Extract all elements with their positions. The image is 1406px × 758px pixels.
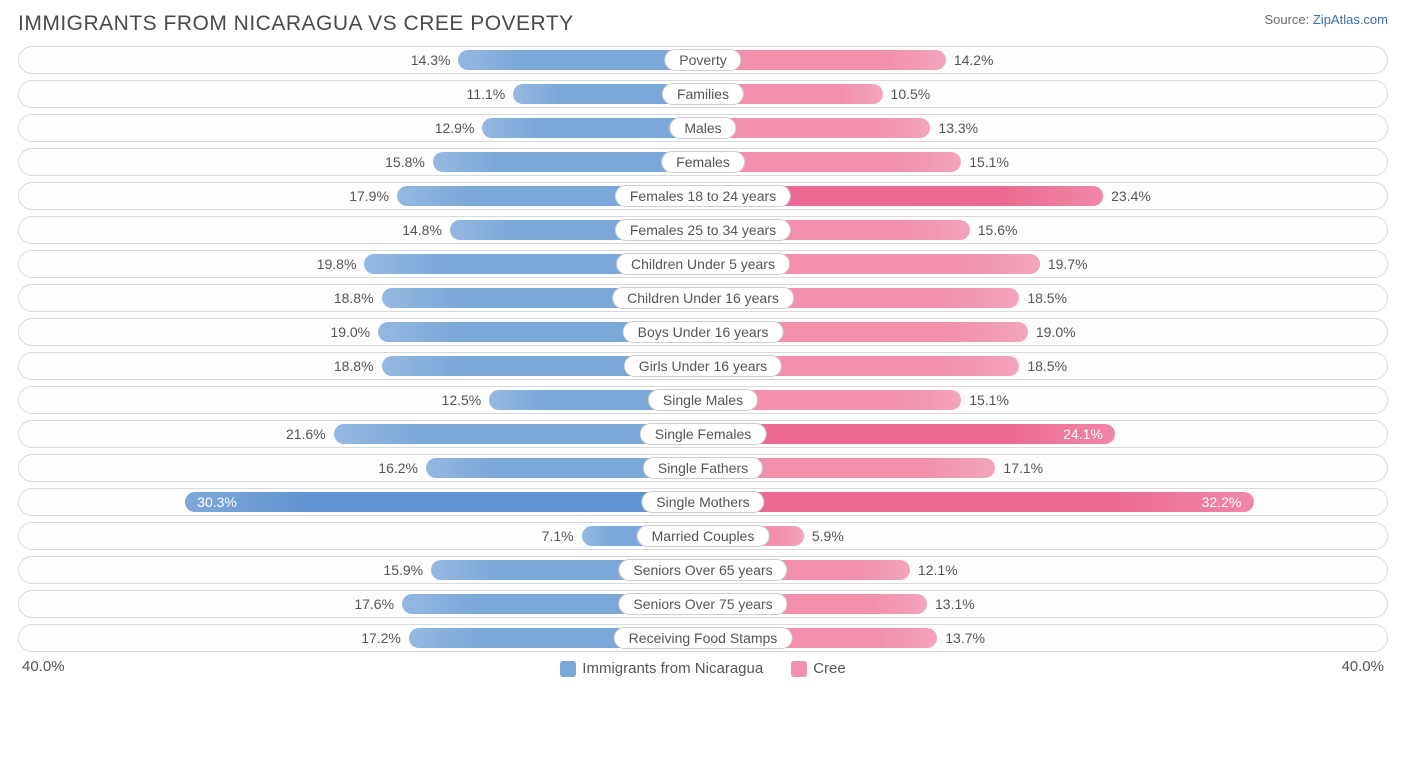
chart-source: Source: ZipAtlas.com xyxy=(1264,12,1388,27)
value-right: 32.2% xyxy=(1202,494,1242,510)
legend-item-right: Cree xyxy=(791,660,846,677)
source-link[interactable]: ZipAtlas.com xyxy=(1313,12,1388,27)
value-left: 7.1% xyxy=(542,528,574,544)
value-right: 15.1% xyxy=(969,392,1009,408)
chart-header: IMMIGRANTS FROM NICARAGUA VS CREE POVERT… xyxy=(18,12,1388,36)
value-right: 15.1% xyxy=(969,154,1009,170)
value-left: 30.3% xyxy=(197,494,237,510)
bar-right xyxy=(703,118,930,138)
source-prefix: Source: xyxy=(1264,12,1312,27)
legend-item-left: Immigrants from Nicaragua xyxy=(560,660,763,677)
chart-row: 30.3% 32.2% Single Mothers xyxy=(18,488,1388,516)
value-left: 19.8% xyxy=(317,256,357,272)
category-label: Seniors Over 65 years xyxy=(618,559,787,581)
category-label: Single Fathers xyxy=(643,457,763,479)
value-right: 13.7% xyxy=(945,630,985,646)
legend-label-right: Cree xyxy=(813,660,846,677)
value-left: 12.9% xyxy=(435,120,475,136)
category-label: Females xyxy=(661,151,745,173)
legend-swatch-right xyxy=(791,661,807,677)
legend-label-left: Immigrants from Nicaragua xyxy=(582,660,763,677)
category-label: Females 18 to 24 years xyxy=(615,185,791,207)
chart-row: 19.8% 19.7% Children Under 5 years xyxy=(18,250,1388,278)
value-right: 24.1% xyxy=(1063,426,1103,442)
category-label: Girls Under 16 years xyxy=(624,355,782,377)
chart-row: 12.9% 13.3% Males xyxy=(18,114,1388,142)
axis-row: 40.0% Immigrants from Nicaragua Cree 40.… xyxy=(18,658,1388,677)
chart-row: 16.2% 17.1% Single Fathers xyxy=(18,454,1388,482)
category-label: Single Mothers xyxy=(641,491,764,513)
value-right: 23.4% xyxy=(1111,188,1151,204)
chart-row: 19.0% 19.0% Boys Under 16 years xyxy=(18,318,1388,346)
value-right: 5.9% xyxy=(812,528,844,544)
value-left: 12.5% xyxy=(442,392,482,408)
axis-max-left: 40.0% xyxy=(22,658,65,677)
value-right: 14.2% xyxy=(954,52,994,68)
chart-row: 12.5% 15.1% Single Males xyxy=(18,386,1388,414)
chart-row: 15.9% 12.1% Seniors Over 65 years xyxy=(18,556,1388,584)
bar-left xyxy=(185,492,703,512)
chart-row: 18.8% 18.5% Girls Under 16 years xyxy=(18,352,1388,380)
chart-row: 7.1% 5.9% Married Couples xyxy=(18,522,1388,550)
value-right: 17.1% xyxy=(1003,460,1043,476)
value-right: 19.7% xyxy=(1048,256,1088,272)
value-left: 17.6% xyxy=(354,596,394,612)
chart-row: 17.9% 23.4% Females 18 to 24 years xyxy=(18,182,1388,210)
value-left: 14.3% xyxy=(411,52,451,68)
category-label: Receiving Food Stamps xyxy=(614,627,793,649)
chart-row: 21.6% 24.1% Single Females xyxy=(18,420,1388,448)
category-label: Children Under 5 years xyxy=(616,253,790,275)
value-left: 18.8% xyxy=(334,290,374,306)
value-left: 18.8% xyxy=(334,358,374,374)
value-right: 19.0% xyxy=(1036,324,1076,340)
chart-row: 17.6% 13.1% Seniors Over 75 years xyxy=(18,590,1388,618)
value-right: 15.6% xyxy=(978,222,1018,238)
legend-swatch-left xyxy=(560,661,576,677)
category-label: Single Females xyxy=(640,423,767,445)
value-right: 18.5% xyxy=(1027,358,1067,374)
value-left: 16.2% xyxy=(378,460,418,476)
value-left: 15.8% xyxy=(385,154,425,170)
category-label: Seniors Over 75 years xyxy=(618,593,787,615)
chart-row: 15.8% 15.1% Females xyxy=(18,148,1388,176)
category-label: Families xyxy=(662,83,744,105)
value-right: 10.5% xyxy=(891,86,931,102)
value-right: 13.3% xyxy=(938,120,978,136)
chart-row: 14.3% 14.2% Poverty xyxy=(18,46,1388,74)
category-label: Females 25 to 34 years xyxy=(615,219,791,241)
value-left: 11.1% xyxy=(467,86,506,102)
value-left: 21.6% xyxy=(286,426,326,442)
category-label: Single Males xyxy=(648,389,758,411)
legend: Immigrants from Nicaragua Cree xyxy=(560,660,845,677)
value-left: 14.8% xyxy=(402,222,442,238)
chart-title: IMMIGRANTS FROM NICARAGUA VS CREE POVERT… xyxy=(18,12,574,36)
chart-row: 14.8% 15.6% Females 25 to 34 years xyxy=(18,216,1388,244)
chart-row: 17.2% 13.7% Receiving Food Stamps xyxy=(18,624,1388,652)
category-label: Married Couples xyxy=(637,525,770,547)
value-left: 15.9% xyxy=(383,562,423,578)
value-right: 12.1% xyxy=(918,562,958,578)
axis-max-right: 40.0% xyxy=(1341,658,1384,677)
category-label: Males xyxy=(669,117,736,139)
value-left: 17.2% xyxy=(361,630,401,646)
value-left: 17.9% xyxy=(349,188,389,204)
chart-row: 18.8% 18.5% Children Under 16 years xyxy=(18,284,1388,312)
value-right: 18.5% xyxy=(1027,290,1067,306)
chart-row: 11.1% 10.5% Families xyxy=(18,80,1388,108)
category-label: Children Under 16 years xyxy=(612,287,794,309)
bar-right xyxy=(703,492,1254,512)
diverging-bar-chart: 14.3% 14.2% Poverty 11.1% 10.5% Families 12.9%… xyxy=(18,46,1388,652)
category-label: Poverty xyxy=(664,49,741,71)
value-right: 13.1% xyxy=(935,596,975,612)
category-label: Boys Under 16 years xyxy=(623,321,784,343)
value-left: 19.0% xyxy=(330,324,370,340)
